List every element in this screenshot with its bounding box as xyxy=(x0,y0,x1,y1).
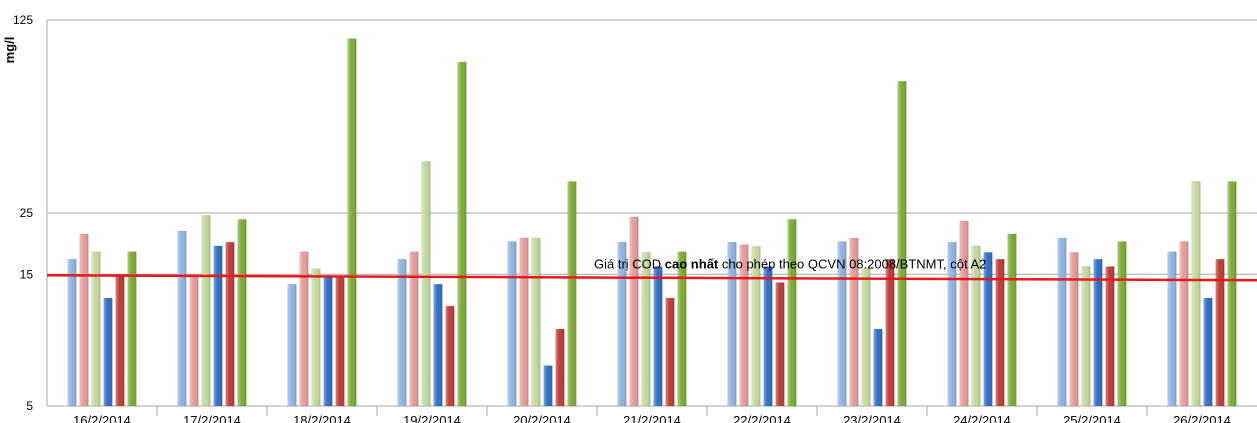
bar xyxy=(91,251,101,407)
bar xyxy=(225,241,235,407)
bar xyxy=(299,251,309,407)
bar xyxy=(1167,251,1177,407)
bar xyxy=(1215,258,1225,407)
bar xyxy=(1227,181,1237,407)
bar xyxy=(849,237,859,407)
reference-label-part: Giá trị COD xyxy=(594,256,665,271)
y-axis-tick-labels: 125 25 15 5 xyxy=(13,13,33,413)
bar xyxy=(457,61,467,407)
bar xyxy=(397,258,407,407)
bar xyxy=(409,251,419,407)
reference-label-part: cao nhất xyxy=(665,256,719,271)
bar xyxy=(79,233,89,407)
bar xyxy=(983,252,993,407)
x-tick-label: 25/2/2014 xyxy=(1063,413,1121,423)
bar xyxy=(531,237,541,407)
bar xyxy=(677,251,687,407)
bar xyxy=(213,245,223,407)
bar xyxy=(1007,233,1017,407)
bar xyxy=(897,81,907,407)
y-tick-label: 15 xyxy=(20,267,34,281)
reference-line-label: Giá trị COD cao nhất cho phép theo QCVN … xyxy=(594,256,986,271)
bar xyxy=(323,275,333,407)
bar xyxy=(433,284,443,407)
bar xyxy=(1117,241,1127,407)
x-tick-label: 20/2/2014 xyxy=(513,413,571,423)
bar xyxy=(971,245,981,407)
bar xyxy=(567,181,577,407)
y-tick-label: 5 xyxy=(26,399,33,413)
bar xyxy=(543,365,553,407)
bar xyxy=(1191,181,1201,407)
gridlines xyxy=(46,19,1257,416)
bar xyxy=(751,246,761,407)
bar xyxy=(995,258,1005,407)
x-tick-label: 18/2/2014 xyxy=(293,413,351,423)
x-tick-label: 24/2/2014 xyxy=(953,413,1011,423)
bar xyxy=(665,297,675,407)
x-tick-label: 26/2/2014 xyxy=(1173,413,1231,423)
reference-line xyxy=(46,274,1257,282)
bar xyxy=(739,244,749,407)
bar xyxy=(201,215,211,407)
x-tick-label: 17/2/2014 xyxy=(183,413,241,423)
bar xyxy=(1057,237,1067,407)
bar xyxy=(629,216,639,407)
bar xyxy=(1179,241,1189,407)
bar xyxy=(1203,297,1213,407)
x-tick-label: 21/2/2014 xyxy=(623,413,681,423)
bar xyxy=(127,251,137,407)
bar xyxy=(617,241,627,407)
bar xyxy=(189,275,199,407)
bar xyxy=(787,219,797,407)
x-tick-label: 22/2/2014 xyxy=(733,413,791,423)
x-tick-label: 19/2/2014 xyxy=(403,413,461,423)
bar xyxy=(861,268,871,407)
bar xyxy=(775,282,785,407)
bar xyxy=(885,258,895,407)
bar xyxy=(837,241,847,407)
x-tick-label: 23/2/2014 xyxy=(843,413,901,423)
bar xyxy=(873,328,883,407)
bar xyxy=(103,297,113,407)
bar xyxy=(947,241,957,407)
bar xyxy=(237,219,247,407)
reference-label-part: cho phép theo QCVN 08:2008/BTNMT, cột A2 xyxy=(718,256,986,271)
y-tick-label: 125 xyxy=(13,13,33,27)
bar xyxy=(763,266,773,407)
bar xyxy=(1069,252,1079,407)
bar xyxy=(67,258,77,407)
bar xyxy=(727,241,737,407)
bar xyxy=(287,284,297,407)
bar xyxy=(641,252,651,407)
bar xyxy=(311,268,321,407)
bar xyxy=(177,230,187,407)
bar xyxy=(519,237,529,407)
y-tick-label: 25 xyxy=(20,206,34,220)
bar xyxy=(959,220,969,407)
bar xyxy=(347,38,357,407)
bar xyxy=(555,328,565,407)
y-axis-label: mg/l xyxy=(2,37,17,64)
bar xyxy=(445,305,455,407)
bar xyxy=(1081,266,1091,407)
bar xyxy=(507,241,517,407)
bar xyxy=(335,275,345,407)
bar xyxy=(653,266,663,407)
bar xyxy=(1105,266,1115,407)
bar xyxy=(1093,258,1103,407)
x-tick-label: 16/2/2014 xyxy=(73,413,131,423)
x-axis-tick-labels: 16/2/2014 17/2/2014 18/2/2014 19/2/2014 20/2… xyxy=(73,413,1231,423)
bar xyxy=(115,275,125,407)
bars xyxy=(67,38,1237,407)
bar xyxy=(421,161,431,407)
